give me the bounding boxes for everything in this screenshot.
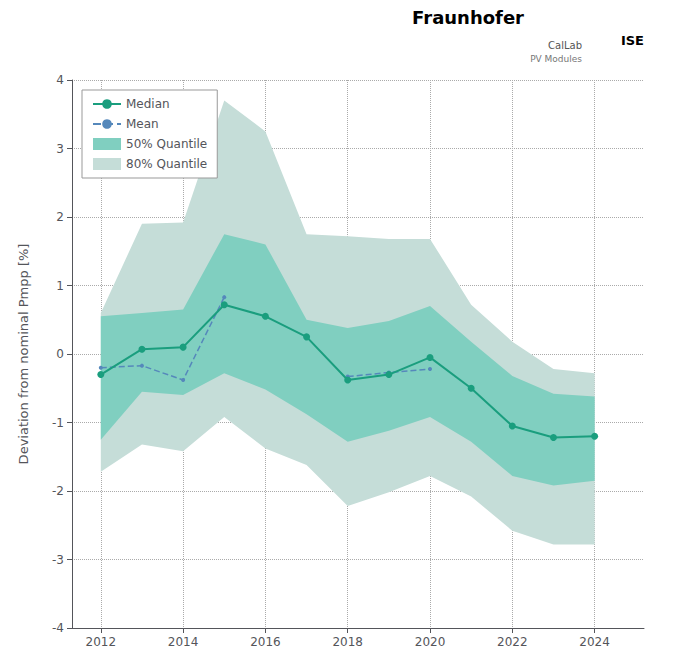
svg-text:Deviation from nominal Pmpp [%: Deviation from nominal Pmpp [%] [16,244,31,465]
svg-text:2014: 2014 [168,635,199,649]
svg-text:PV Modules: PV Modules [530,54,582,64]
svg-text:CalLab: CalLab [548,40,582,51]
svg-text:2018: 2018 [332,635,363,649]
svg-text:2022: 2022 [497,635,528,649]
svg-text:Mean: Mean [126,117,159,131]
svg-text:-4: -4 [52,621,64,635]
svg-text:Fraunhofer: Fraunhofer [412,7,524,28]
svg-text:2016: 2016 [250,635,281,649]
svg-text:-2: -2 [52,484,64,498]
svg-text:80% Quantile: 80% Quantile [126,157,207,171]
svg-text:3: 3 [56,142,64,156]
svg-text:4: 4 [56,73,64,87]
svg-text:50% Quantile: 50% Quantile [126,137,207,151]
svg-text:-1: -1 [52,416,64,430]
svg-text:Median: Median [126,97,170,111]
svg-text:-3: -3 [52,553,64,567]
svg-text:ISE: ISE [621,33,644,48]
svg-text:2: 2 [56,210,64,224]
svg-text:2012: 2012 [86,635,117,649]
svg-text:2024: 2024 [579,635,610,649]
svg-text:1: 1 [56,279,64,293]
svg-text:2020: 2020 [415,635,446,649]
svg-text:0: 0 [56,347,64,361]
